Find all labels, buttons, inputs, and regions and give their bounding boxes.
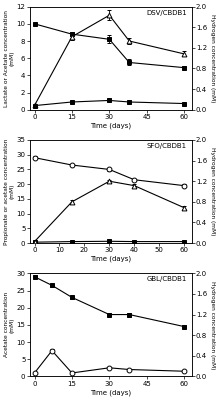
Text: SFO/CBDB1: SFO/CBDB1 xyxy=(147,143,187,149)
Y-axis label: Acetate concentration
(mM): Acetate concentration (mM) xyxy=(4,292,15,358)
X-axis label: Time (days): Time (days) xyxy=(90,123,131,129)
Y-axis label: Hydrogen concentration (mM): Hydrogen concentration (mM) xyxy=(210,281,215,369)
Y-axis label: Propionate or acetate concentration
(mM): Propionate or acetate concentration (mM) xyxy=(4,138,15,245)
Y-axis label: Hydrogen concentration (mM): Hydrogen concentration (mM) xyxy=(210,147,215,236)
X-axis label: Time (days): Time (days) xyxy=(90,256,131,262)
Text: GBL/CBDB1: GBL/CBDB1 xyxy=(146,276,187,282)
Y-axis label: Lactate or Acetate concentration
(mM): Lactate or Acetate concentration (mM) xyxy=(4,10,15,107)
Text: DSV/CBDB1: DSV/CBDB1 xyxy=(146,10,187,16)
X-axis label: Time (days): Time (days) xyxy=(90,389,131,396)
Y-axis label: Hydrogen concentration (mM): Hydrogen concentration (mM) xyxy=(210,14,215,102)
